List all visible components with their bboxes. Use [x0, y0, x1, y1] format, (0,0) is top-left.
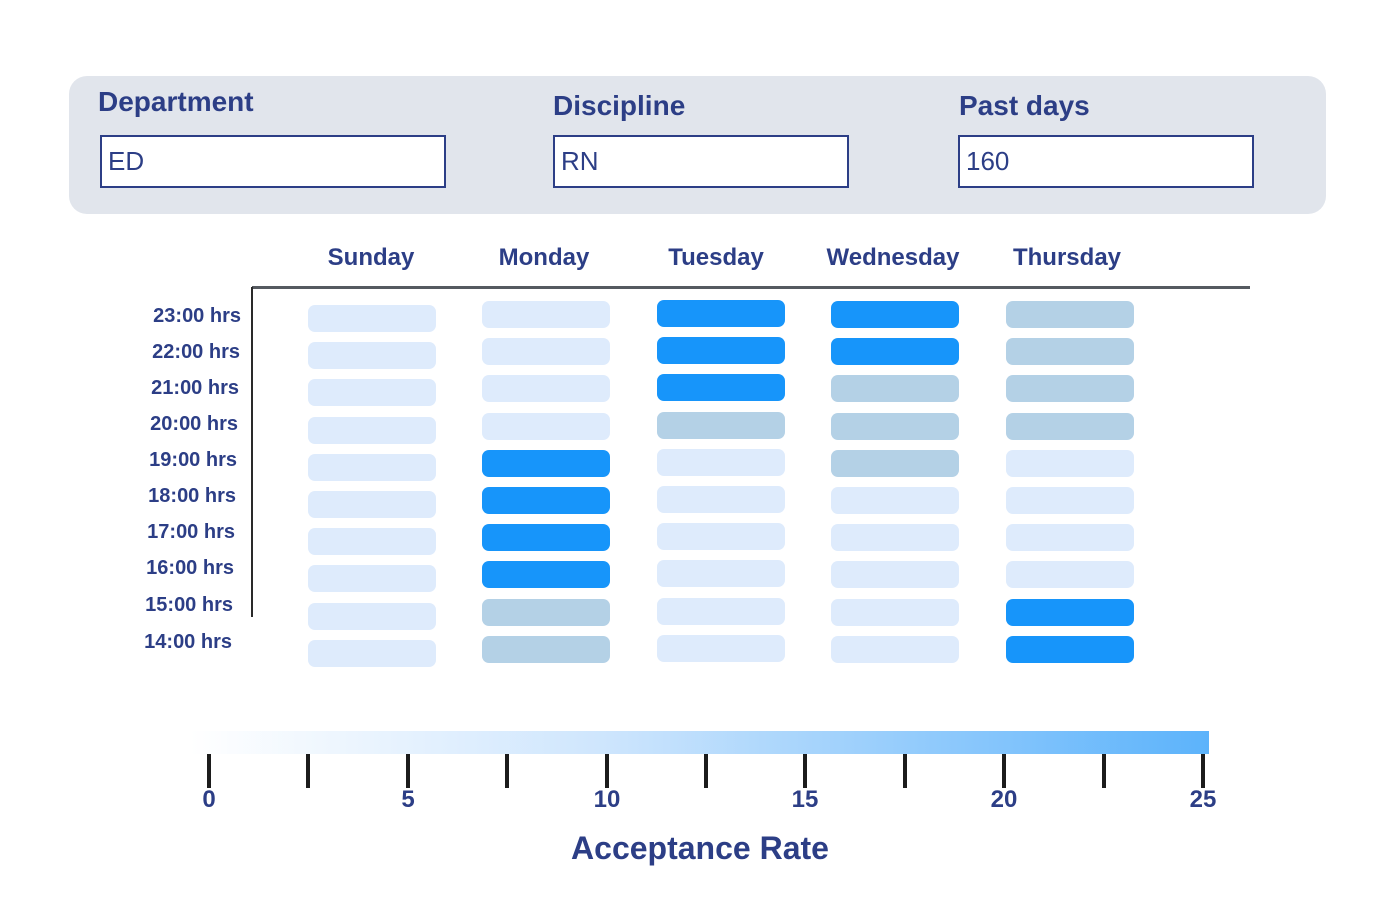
scale-tick	[505, 754, 509, 788]
heatmap-cell-tuesday-20	[657, 412, 785, 439]
heatmap-cell-thursday-15	[1006, 599, 1134, 626]
heatmap-cell-thursday-20	[1006, 413, 1134, 440]
heatmap-cell-tuesday-18	[657, 486, 785, 513]
department-label: Department	[98, 86, 254, 117]
heatmap-cell-wednesday-14	[831, 636, 959, 663]
discipline-field[interactable]: RN	[553, 135, 849, 188]
heatmap-cell-tuesday-21	[657, 374, 785, 401]
hour-label-2300: 23:00 hrs	[153, 305, 241, 327]
heatmap-cell-thursday-21	[1006, 375, 1134, 402]
heatmap-cell-thursday-19	[1006, 450, 1134, 477]
heatmap-cell-monday-15	[482, 599, 610, 626]
heatmap-cell-sunday-17	[308, 528, 436, 555]
scale-tick-label: 20	[990, 786, 1018, 813]
scale-tick	[704, 754, 708, 788]
heatmap-cell-wednesday-18	[831, 487, 959, 514]
heatmap-cell-monday-14	[482, 636, 610, 663]
heatmap-cell-tuesday-15	[657, 598, 785, 625]
heatmap-cell-thursday-17	[1006, 524, 1134, 551]
scale-tick-label: 5	[401, 786, 415, 813]
hour-label-1700: 17:00 hrs	[147, 521, 235, 543]
scale-tick	[306, 754, 310, 788]
past-days-label: Past days	[959, 90, 1090, 121]
scale-tick-label: 15	[791, 786, 819, 813]
heatmap-cell-wednesday-22	[831, 338, 959, 365]
day-header-monday: Monday	[498, 244, 590, 271]
discipline-label: Discipline	[553, 90, 686, 121]
color-scale-title: Acceptance Rate	[571, 830, 829, 866]
heatmap-cell-thursday-23	[1006, 301, 1134, 328]
heatmap-cell-sunday-19	[308, 454, 436, 481]
heatmap-cell-wednesday-19	[831, 450, 959, 477]
heatmap-cell-sunday-16	[308, 565, 436, 592]
heatmap-cell-sunday-21	[308, 379, 436, 406]
heatmap-cell-sunday-18	[308, 491, 436, 518]
day-header-tuesday: Tuesday	[668, 244, 764, 271]
scale-tick-label: 25	[1189, 786, 1217, 813]
scale-tick	[406, 754, 410, 788]
heatmap-cell-monday-18	[482, 487, 610, 514]
hour-label-2000: 20:00 hrs	[150, 413, 238, 435]
scale-tick-label: 0	[202, 786, 216, 813]
heatmap-cell-sunday-22	[308, 342, 436, 369]
heatmap-cell-thursday-16	[1006, 561, 1134, 588]
color-scale-bar	[190, 731, 1209, 754]
heatmap-cell-wednesday-16	[831, 561, 959, 588]
heatmap-cell-tuesday-17	[657, 523, 785, 550]
department-field[interactable]: ED	[100, 135, 446, 188]
scale-tick	[1002, 754, 1006, 788]
heatmap-cell-tuesday-16	[657, 560, 785, 587]
heatmap-cell-wednesday-23	[831, 301, 959, 328]
heatmap-cell-sunday-15	[308, 603, 436, 630]
hour-label-1400: 14:00 hrs	[144, 631, 232, 653]
heatmap-cell-wednesday-21	[831, 375, 959, 402]
hour-label-2100: 21:00 hrs	[151, 377, 239, 399]
scale-tick	[605, 754, 609, 788]
hour-axis-line	[251, 287, 253, 617]
day-header-sunday: Sunday	[327, 244, 415, 271]
heatmap-cell-monday-20	[482, 413, 610, 440]
day-header-wednesday: Wednesday	[826, 244, 960, 271]
scale-tick	[903, 754, 907, 788]
hour-label-1800: 18:00 hrs	[148, 485, 236, 507]
heatmap-cell-tuesday-14	[657, 635, 785, 662]
hour-label-1600: 16:00 hrs	[146, 557, 234, 579]
heatmap-cell-thursday-14	[1006, 636, 1134, 663]
heatmap-cell-monday-17	[482, 524, 610, 551]
heatmap-cell-monday-16	[482, 561, 610, 588]
heatmap-cell-monday-23	[482, 301, 610, 328]
heatmap-cell-wednesday-17	[831, 524, 959, 551]
heatmap-cell-tuesday-23	[657, 300, 785, 327]
scale-tick	[1201, 754, 1205, 788]
heatmap-cell-wednesday-15	[831, 599, 959, 626]
scale-tick	[207, 754, 211, 788]
scale-tick	[803, 754, 807, 788]
header-divider	[252, 286, 1250, 289]
scale-tick	[1102, 754, 1106, 788]
heatmap-cell-monday-21	[482, 375, 610, 402]
heatmap-cell-sunday-23	[308, 305, 436, 332]
heatmap-cell-thursday-18	[1006, 487, 1134, 514]
heatmap-cell-wednesday-20	[831, 413, 959, 440]
heatmap-cell-thursday-22	[1006, 338, 1134, 365]
heatmap-cell-tuesday-22	[657, 337, 785, 364]
heatmap-cell-monday-22	[482, 338, 610, 365]
heatmap-cell-tuesday-19	[657, 449, 785, 476]
heatmap-cell-sunday-20	[308, 417, 436, 444]
day-header-thursday: Thursday	[1012, 244, 1122, 271]
heatmap-cell-monday-19	[482, 450, 610, 477]
hour-label-2200: 22:00 hrs	[152, 341, 240, 363]
heatmap-cell-sunday-14	[308, 640, 436, 667]
hour-label-1500: 15:00 hrs	[145, 594, 233, 616]
past-days-field[interactable]: 160	[958, 135, 1254, 188]
scale-tick-label: 10	[593, 786, 621, 813]
hour-label-1900: 19:00 hrs	[149, 449, 237, 471]
